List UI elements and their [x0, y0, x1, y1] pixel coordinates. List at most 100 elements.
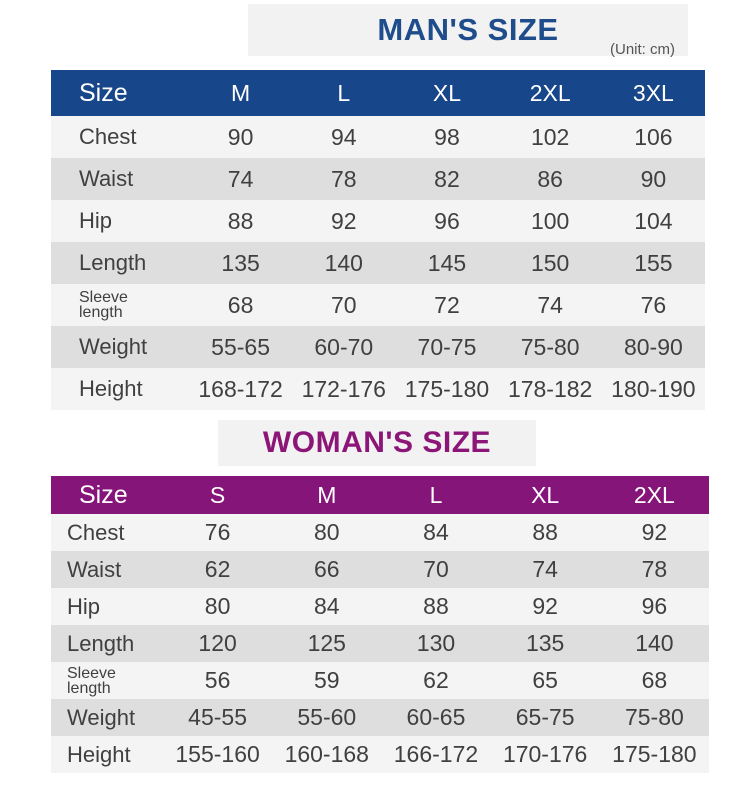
woman-cell-waist-2xl: 78	[599, 551, 709, 588]
man-size-table: Size M L XL 2XL 3XL Chest 90 94 98 102 106 Waist 74 78…	[51, 70, 705, 410]
man-cell-sleeve-length-3xl: 76	[601, 284, 705, 326]
woman-cell-waist-xl: 74	[490, 551, 600, 588]
row-label-line: length	[67, 679, 111, 697]
woman-cell-height-xl: 170-176	[490, 736, 600, 773]
woman-size-table: Size S M L XL 2XL Chest 76 80 84 88 92 Waist 62 66 70 74…	[51, 476, 709, 773]
man-row-label-waist: Waist	[51, 158, 189, 200]
woman-cell-length-2xl: 140	[599, 625, 709, 662]
man-row-label-hip: Hip	[51, 200, 189, 242]
woman-cell-chest-m: 80	[272, 514, 382, 551]
man-cell-height-m: 168-172	[189, 368, 293, 410]
man-cell-chest-m: 90	[189, 116, 293, 158]
man-size-header-l: L	[292, 70, 396, 116]
man-row-label-length: Length	[51, 242, 189, 284]
woman-cell-hip-s: 80	[163, 588, 273, 625]
man-cell-chest-3xl: 106	[601, 116, 705, 158]
woman-cell-chest-xl: 88	[490, 514, 600, 551]
man-row-height: Height 168-172 172-176 175-180 178-182 180-19…	[51, 368, 705, 410]
man-cell-length-2xl: 150	[498, 242, 602, 284]
man-cell-hip-2xl: 100	[498, 200, 602, 242]
woman-cell-length-xl: 135	[490, 625, 600, 662]
woman-row-label-length: Length	[51, 625, 163, 662]
woman-header-row: Size S M L XL 2XL	[51, 476, 709, 514]
man-size-table-body: Size M L XL 2XL 3XL Chest 90 94 98 102 106 Waist 74 78…	[51, 70, 705, 410]
man-cell-sleeve-length-xl: 72	[395, 284, 499, 326]
woman-row-label-height: Height	[51, 736, 163, 773]
man-cell-weight-2xl: 75-80	[498, 326, 602, 368]
man-row-waist: Waist 74 78 82 86 90	[51, 158, 705, 200]
man-cell-length-m: 135	[189, 242, 293, 284]
man-cell-length-xl: 145	[395, 242, 499, 284]
man-row-sleeve-length: Sleeve length 68 70 72 74 76	[51, 284, 705, 326]
man-cell-sleeve-length-l: 70	[292, 284, 396, 326]
row-label-line: Sleeve	[67, 664, 116, 682]
man-cell-weight-m: 55-65	[189, 326, 293, 368]
woman-cell-hip-xl: 92	[490, 588, 600, 625]
woman-row-label-weight: Weight	[51, 699, 163, 736]
woman-cell-height-2xl: 175-180	[599, 736, 709, 773]
man-size-header-2xl: 2XL	[498, 70, 602, 116]
man-cell-hip-xl: 96	[395, 200, 499, 242]
man-cell-chest-2xl: 102	[498, 116, 602, 158]
man-size-title-text: MAN'S SIZE	[377, 12, 559, 47]
woman-cell-waist-l: 70	[381, 551, 491, 588]
woman-row-sleeve-length: Sleeve length 56 59 62 65 68	[51, 662, 709, 699]
row-label-line: length	[79, 304, 123, 321]
man-cell-waist-2xl: 86	[498, 158, 602, 200]
man-header-row: Size M L XL 2XL 3XL	[51, 70, 705, 116]
woman-size-header-s: S	[163, 476, 273, 514]
woman-cell-sleeve-length-2xl: 68	[599, 662, 709, 699]
woman-cell-chest-2xl: 92	[599, 514, 709, 551]
woman-size-title: WOMAN'S SIZE	[218, 420, 536, 466]
woman-size-header-xl: XL	[490, 476, 600, 514]
man-cell-length-l: 140	[292, 242, 396, 284]
man-cell-waist-l: 78	[292, 158, 396, 200]
man-cell-chest-l: 94	[292, 116, 396, 158]
man-row-label-height: Height	[51, 368, 189, 410]
woman-cell-weight-s: 45-55	[163, 699, 273, 736]
man-cell-hip-3xl: 104	[601, 200, 705, 242]
man-row-label-chest: Chest	[51, 116, 189, 158]
woman-cell-height-s: 155-160	[163, 736, 273, 773]
woman-cell-waist-m: 66	[272, 551, 382, 588]
woman-cell-sleeve-length-s: 56	[163, 662, 273, 699]
woman-cell-sleeve-length-m: 59	[272, 662, 382, 699]
woman-row-waist: Waist 62 66 70 74 78	[51, 551, 709, 588]
woman-cell-chest-s: 76	[163, 514, 273, 551]
man-cell-weight-xl: 70-75	[395, 326, 499, 368]
man-cell-height-2xl: 178-182	[498, 368, 602, 410]
woman-cell-height-m: 160-168	[272, 736, 382, 773]
man-cell-hip-m: 88	[189, 200, 293, 242]
woman-row-label-sleeve-length: Sleeve length	[51, 662, 163, 699]
woman-row-label-chest: Chest	[51, 514, 163, 551]
woman-size-table-body: Size S M L XL 2XL Chest 76 80 84 88 92 Waist 62 66 70 74…	[51, 476, 709, 773]
woman-cell-hip-l: 88	[381, 588, 491, 625]
woman-cell-weight-xl: 65-75	[490, 699, 600, 736]
man-cell-weight-3xl: 80-90	[601, 326, 705, 368]
woman-row-height: Height 155-160 160-168 166-172 170-176 175-18…	[51, 736, 709, 773]
woman-cell-hip-m: 84	[272, 588, 382, 625]
woman-cell-length-l: 130	[381, 625, 491, 662]
woman-size-header-m: M	[272, 476, 382, 514]
woman-cell-length-s: 120	[163, 625, 273, 662]
woman-row-weight: Weight 45-55 55-60 60-65 65-75 75-80	[51, 699, 709, 736]
man-row-label-sleeve-length: Sleeve length	[51, 284, 189, 326]
man-cell-height-3xl: 180-190	[601, 368, 705, 410]
woman-cell-sleeve-length-l: 62	[381, 662, 491, 699]
man-size-header-m: M	[189, 70, 293, 116]
man-row-length: Length 135 140 145 150 155	[51, 242, 705, 284]
man-cell-height-xl: 175-180	[395, 368, 499, 410]
man-cell-waist-xl: 82	[395, 158, 499, 200]
man-cell-sleeve-length-2xl: 74	[498, 284, 602, 326]
man-row-weight: Weight 55-65 60-70 70-75 75-80 80-90	[51, 326, 705, 368]
man-cell-length-3xl: 155	[601, 242, 705, 284]
man-cell-hip-l: 92	[292, 200, 396, 242]
woman-cell-chest-l: 84	[381, 514, 491, 551]
woman-cell-sleeve-length-xl: 65	[490, 662, 600, 699]
man-cell-height-l: 172-176	[292, 368, 396, 410]
man-size-header-xl: XL	[395, 70, 499, 116]
woman-size-header-l: L	[381, 476, 491, 514]
woman-cell-weight-2xl: 75-80	[599, 699, 709, 736]
man-cell-chest-xl: 98	[395, 116, 499, 158]
woman-size-header-2xl: 2XL	[599, 476, 709, 514]
